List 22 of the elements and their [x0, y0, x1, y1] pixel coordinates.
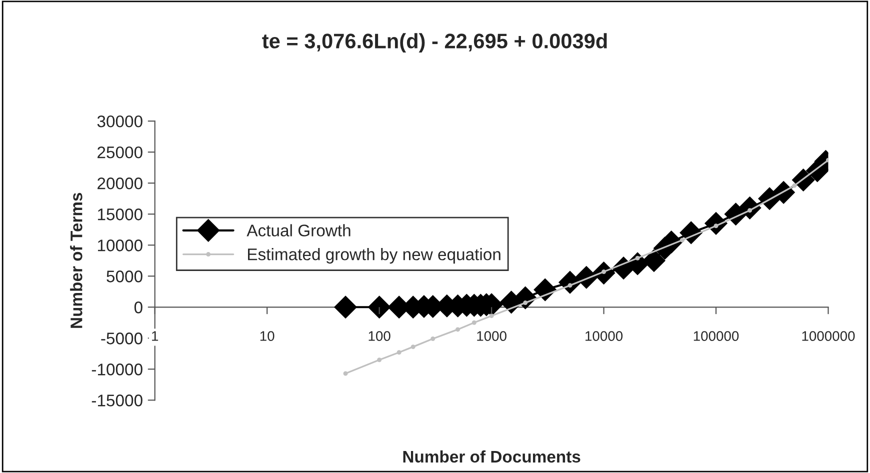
y-tick-label: -15000: [92, 394, 142, 406]
x-tick-label: 1000000: [802, 331, 855, 341]
y-tick-label: -5000: [101, 332, 142, 344]
legend-label: Actual Growth: [246, 224, 350, 236]
legend-label: Estimated growth by new equation: [248, 248, 500, 264]
x-tick-label: 1000: [477, 331, 506, 341]
y-tick-label: 20000: [98, 178, 142, 190]
y-tick-label: 15000: [98, 208, 142, 220]
y-tick-label: 10000: [98, 240, 142, 252]
y-tick-label: -10000: [92, 364, 142, 376]
y-tick-label: 0: [134, 302, 142, 314]
chart-title: te = 3,076.6Ln(d) - 22,695 + 0.0039d: [262, 33, 607, 53]
x-tick-label: 10: [260, 331, 274, 341]
x-tick-label: 100000: [694, 331, 739, 341]
y-tick-label: 30000: [97, 115, 142, 128]
x-tick-label: 10000: [586, 331, 623, 341]
y-axis-title: Number of Terms: [70, 192, 82, 328]
x-tick-label: 1: [152, 331, 158, 341]
y-tick-label: 5000: [106, 270, 142, 282]
y-tick-label: 25000: [98, 146, 142, 158]
x-tick-label: 100: [368, 331, 390, 341]
x-axis-title: Number of Documents: [403, 450, 580, 463]
